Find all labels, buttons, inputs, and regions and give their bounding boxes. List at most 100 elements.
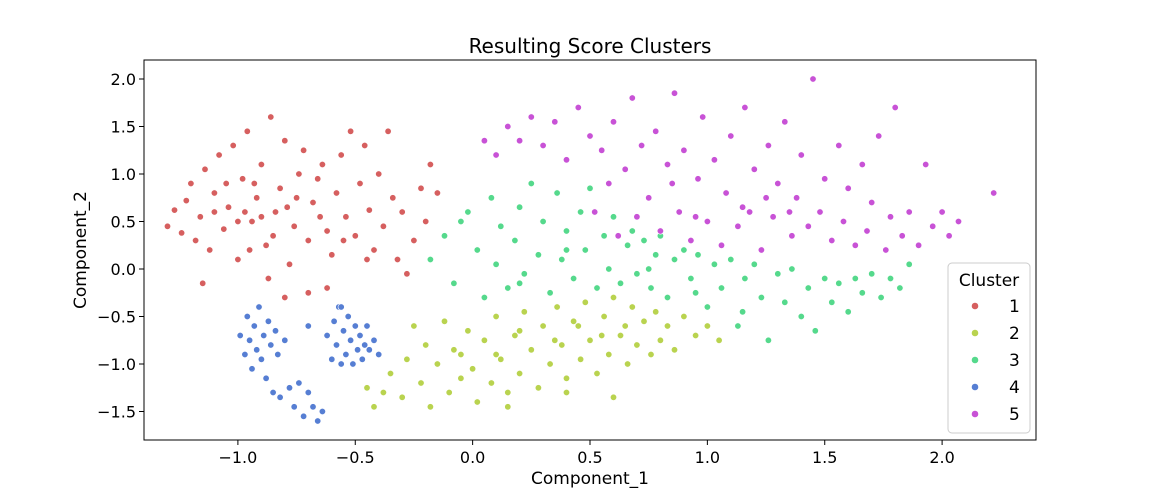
point-cluster-1	[199, 279, 207, 287]
point-cluster-2	[624, 360, 632, 368]
point-cluster-4	[356, 331, 364, 339]
point-cluster-5	[633, 213, 641, 221]
point-cluster-1	[393, 255, 401, 263]
point-cluster-2	[403, 355, 411, 363]
point-cluster-4	[271, 327, 279, 335]
point-cluster-3	[750, 260, 758, 268]
legend-box	[947, 262, 1031, 434]
point-cluster-3	[586, 184, 594, 192]
legend-entries: 1 2 3 4 5	[971, 297, 1020, 425]
point-cluster-2	[487, 379, 495, 387]
point-cluster-3	[788, 265, 796, 273]
point-cluster-3	[457, 218, 465, 226]
point-cluster-3	[774, 270, 782, 278]
point-cluster-3	[562, 227, 570, 235]
point-cluster-5	[668, 180, 676, 188]
point-cluster-5	[990, 189, 998, 197]
legend-marker-2	[971, 329, 979, 337]
point-cluster-3	[877, 293, 885, 301]
point-cluster-5	[656, 227, 664, 235]
point-cluster-5	[504, 123, 512, 131]
y-tick-label: 1.0	[111, 165, 136, 184]
point-cluster-1	[398, 208, 406, 216]
point-cluster-4	[260, 331, 268, 339]
point-cluster-3	[633, 270, 641, 278]
point-cluster-2	[398, 393, 406, 401]
point-cluster-1	[389, 194, 397, 202]
point-cluster-5	[703, 218, 711, 226]
point-cluster-2	[445, 388, 453, 396]
point-cluster-3	[426, 255, 434, 263]
point-cluster-4	[285, 384, 293, 392]
y-tick-label: 1.5	[111, 118, 136, 137]
point-cluster-5	[762, 194, 770, 202]
point-cluster-4	[370, 336, 378, 344]
point-cluster-1	[225, 203, 233, 211]
point-cluster-2	[426, 403, 434, 411]
point-cluster-1	[281, 293, 289, 301]
point-cluster-3	[694, 251, 702, 259]
point-cluster-5	[863, 227, 871, 235]
point-cluster-1	[241, 208, 249, 216]
point-cluster-2	[581, 298, 589, 306]
point-cluster-2	[562, 374, 570, 382]
point-cluster-5	[670, 89, 678, 97]
point-cluster-1	[290, 222, 298, 230]
point-cluster-1	[403, 270, 411, 278]
point-cluster-5	[797, 151, 805, 159]
point-cluster-3	[835, 279, 843, 287]
point-cluster-1	[426, 161, 434, 169]
point-cluster-2	[516, 327, 524, 335]
point-cluster-2	[457, 350, 465, 358]
point-cluster-5	[891, 104, 899, 112]
point-cluster-5	[781, 118, 789, 126]
point-cluster-3	[520, 270, 528, 278]
point-cluster-5	[717, 241, 725, 249]
point-cluster-4	[276, 393, 284, 401]
point-cluster-1	[164, 222, 172, 230]
point-cluster-1	[171, 206, 179, 214]
point-cluster-5	[851, 241, 859, 249]
point-cluster-5	[785, 208, 793, 216]
point-cluster-3	[710, 260, 718, 268]
point-cluster-4	[375, 350, 383, 358]
point-cluster-1	[229, 142, 237, 150]
x-tick-label: 1.0	[695, 448, 720, 467]
x-axis-label: Component_1	[531, 469, 649, 489]
point-cluster-1	[210, 208, 218, 216]
point-cluster-1	[234, 255, 242, 263]
y-tick-label: 0.0	[111, 260, 136, 279]
point-cluster-5	[663, 161, 671, 169]
point-cluster-3	[581, 246, 589, 254]
point-cluster-4	[351, 322, 359, 330]
point-cluster-5	[614, 232, 622, 240]
point-cluster-2	[417, 379, 425, 387]
point-cluster-1	[337, 151, 345, 159]
point-cluster-5	[480, 137, 488, 145]
point-cluster-3	[821, 274, 829, 282]
point-cluster-2	[551, 336, 559, 344]
point-cluster-5	[621, 165, 629, 173]
point-cluster-1	[332, 189, 340, 197]
point-cluster-2	[609, 393, 617, 401]
point-cluster-5	[788, 232, 796, 240]
point-cluster-2	[598, 331, 606, 339]
point-cluster-3	[703, 303, 711, 311]
point-cluster-1	[178, 229, 186, 237]
point-cluster-4	[246, 336, 254, 344]
point-cluster-2	[497, 355, 505, 363]
point-cluster-1	[384, 127, 392, 135]
point-cluster-4	[337, 360, 345, 368]
point-cluster-3	[741, 274, 749, 282]
point-cluster-3	[670, 255, 678, 263]
point-cluster-4	[363, 322, 371, 330]
point-cluster-2	[628, 303, 636, 311]
y-axis-label: Component_2	[71, 191, 91, 309]
point-cluster-3	[811, 327, 819, 335]
point-cluster-3	[492, 260, 500, 268]
point-cluster-1	[356, 180, 364, 188]
point-cluster-3	[717, 284, 725, 292]
point-cluster-3	[663, 293, 671, 301]
x-tick-label: 2.0	[929, 448, 954, 467]
